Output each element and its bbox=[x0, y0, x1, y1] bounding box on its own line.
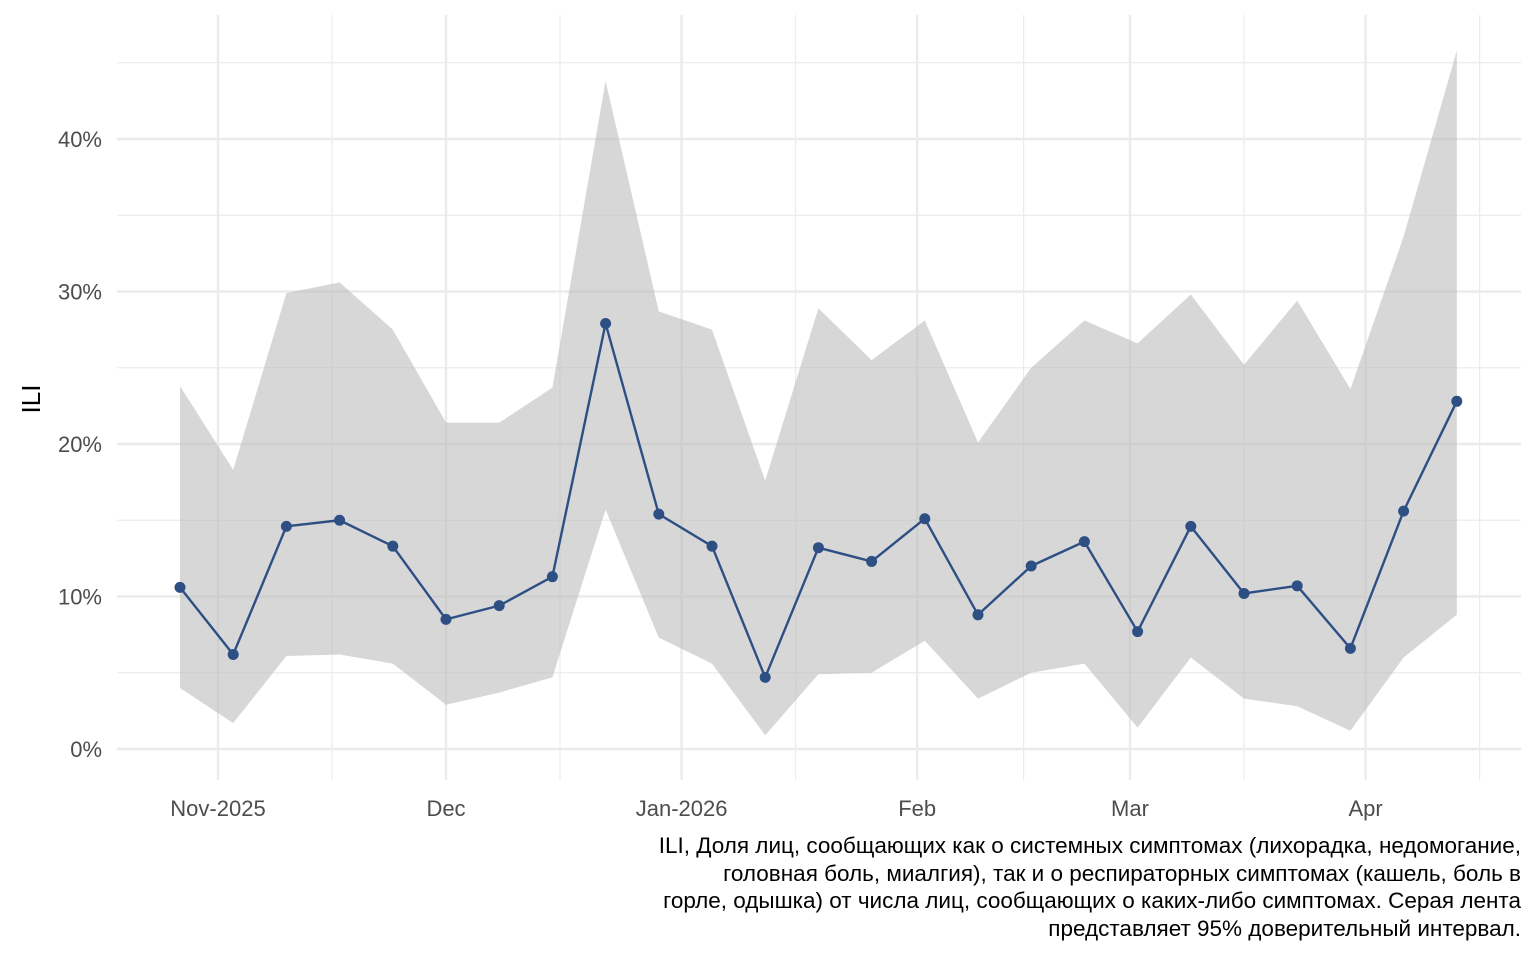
y-tick-label: 40% bbox=[58, 127, 102, 152]
y-axis-title: ILI bbox=[16, 385, 46, 414]
ili-data-point bbox=[1238, 587, 1250, 599]
ili-data-point bbox=[493, 600, 505, 612]
ili-data-point bbox=[1344, 642, 1356, 654]
caption-line: головная боль, миалгия), так и о респира… bbox=[723, 860, 1521, 886]
ili-data-point bbox=[1078, 536, 1090, 548]
y-tick-label: 10% bbox=[58, 585, 102, 610]
caption-line: представляет 95% доверительный интервал. bbox=[1048, 915, 1521, 941]
x-tick-label: Apr bbox=[1348, 796, 1382, 821]
ili-data-point bbox=[280, 520, 292, 532]
ili-data-point bbox=[1132, 626, 1144, 638]
x-tick-labels: Nov-2025 Dec Jan-2026 Feb Mar Apr bbox=[170, 796, 1382, 821]
ili-data-point bbox=[759, 671, 771, 683]
ili-data-point bbox=[1451, 395, 1463, 407]
ili-points-layer bbox=[174, 318, 1463, 683]
ili-data-point bbox=[706, 540, 718, 552]
ili-data-point bbox=[174, 581, 186, 593]
ili-data-point bbox=[653, 508, 665, 520]
ili-data-point bbox=[1398, 505, 1410, 517]
x-tick-label: Feb bbox=[898, 796, 936, 821]
ili-data-point bbox=[1025, 560, 1037, 572]
ili-data-point bbox=[812, 542, 824, 554]
ili-data-point bbox=[440, 613, 452, 625]
caption-line: ILI, Доля лиц, сообщающих как о системны… bbox=[658, 833, 1521, 858]
x-tick-label: Jan-2026 bbox=[636, 796, 728, 821]
ili-data-point bbox=[600, 318, 612, 330]
ili-data-point bbox=[387, 540, 399, 552]
ili-data-point bbox=[1185, 520, 1197, 532]
confidence-band-layer bbox=[180, 50, 1457, 736]
caption-line: горле, одышка) от числа лиц, сообщающих … bbox=[663, 888, 1521, 913]
ili-data-point bbox=[227, 648, 239, 660]
confidence-band bbox=[180, 50, 1457, 736]
y-tick-label: 0% bbox=[70, 737, 102, 762]
ili-data-point bbox=[866, 555, 878, 567]
ili-data-point bbox=[919, 513, 931, 525]
ili-data-point bbox=[334, 514, 346, 526]
x-tick-label: Mar bbox=[1111, 796, 1149, 821]
y-tick-label: 20% bbox=[58, 432, 102, 457]
y-tick-label: 30% bbox=[58, 280, 102, 305]
ili-data-point bbox=[1291, 580, 1303, 592]
ili-data-point bbox=[972, 609, 984, 621]
ili-data-point bbox=[546, 571, 558, 583]
x-tick-label: Nov-2025 bbox=[170, 796, 265, 821]
chart-caption: ILI, Доля лиц, сообщающих как о системны… bbox=[521, 832, 1521, 942]
y-tick-labels: 0% 10% 20% 30% 40% bbox=[58, 127, 102, 762]
x-tick-label: Dec bbox=[426, 796, 465, 821]
ili-chart: 0% 10% 20% 30% 40% Nov-2025 Dec Jan-2026 Feb Mar… bbox=[16, 15, 1521, 821]
